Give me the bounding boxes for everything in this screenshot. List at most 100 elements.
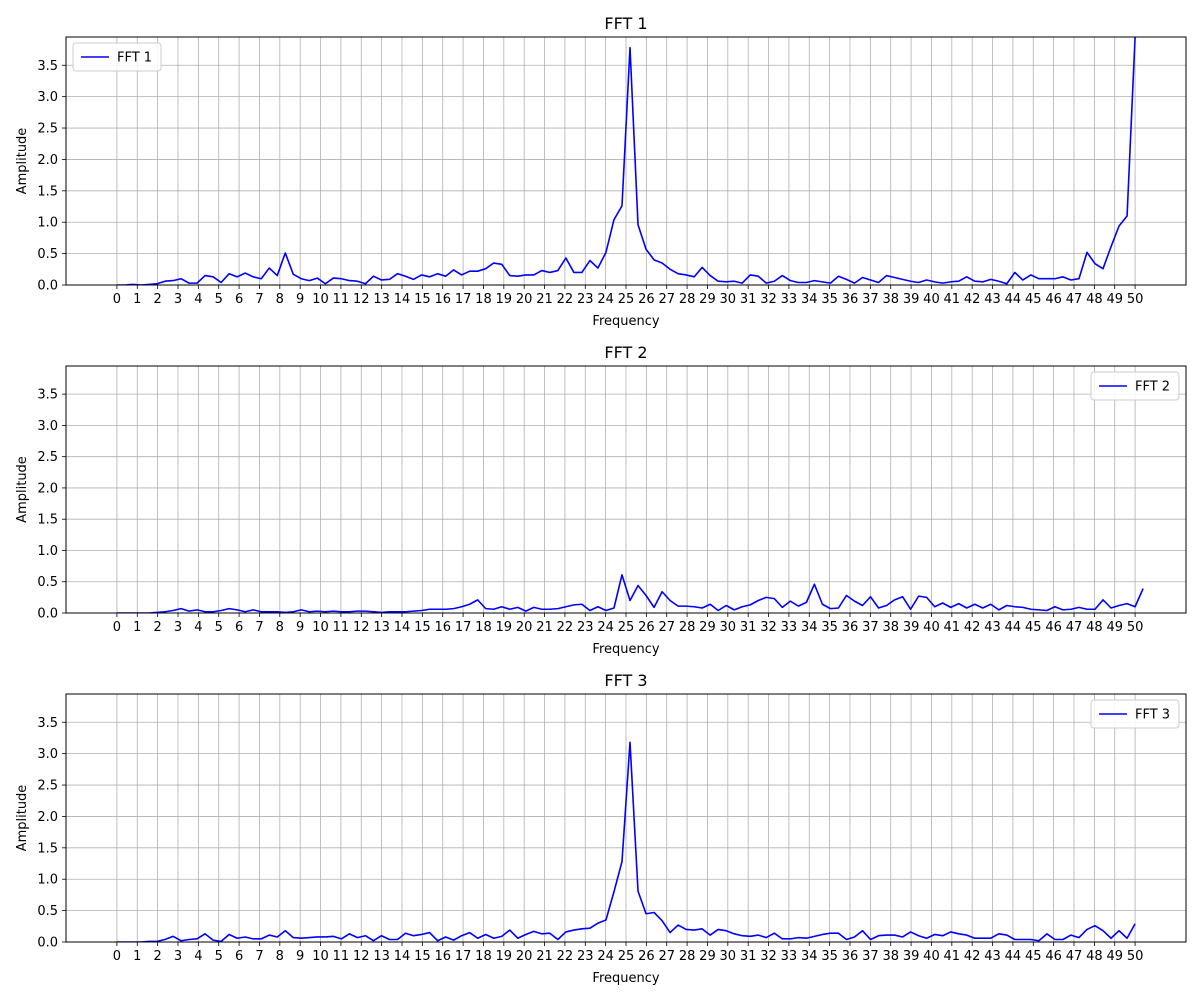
x-tick-label: 23 [577,292,594,307]
x-tick-label: 3 [174,292,182,307]
x-tick-label: 17 [455,949,472,964]
x-tick-label: 17 [455,292,472,307]
x-tick-label: 17 [455,620,472,635]
x-tick-label: 3 [174,949,182,964]
x-tick-label: 36 [842,949,859,964]
x-tick-label: 8 [276,620,284,635]
x-tick-label: 13 [373,949,390,964]
x-tick-label: 46 [1045,292,1062,307]
x-tick-label: 16 [434,949,451,964]
x-tick-label: 48 [1086,949,1103,964]
y-tick-label: 0.5 [37,247,58,262]
x-tick-label: 5 [215,620,223,635]
x-ticks: 0 1 2 3 4 5 6 7 8 9 10 11 12 13 14 15 16 17 18 19 20 21 22 23 24… [113,942,1143,964]
x-tick-label: 44 [1005,620,1022,635]
x-tick-label: 28 [679,949,696,964]
x-tick-label: 2 [153,949,161,964]
x-tick-label: 35 [821,620,838,635]
x-tick-label: 7 [255,292,263,307]
x-tick-label: 18 [475,620,492,635]
x-tick-label: 32 [760,620,777,635]
x-tick-label: 44 [1005,292,1022,307]
x-tick-label: 49 [1106,292,1123,307]
subplot-3: 0 1 2 3 4 5 6 7 8 9 10 11 12 13 14 15 16 17 18 19 20 21 22 23 24… [15,671,1187,986]
y-ticks: 0.0 0.5 1.0 1.5 2.0 2.5 3.0 3.5 [37,59,66,294]
x-tick-label: 12 [353,620,370,635]
x-tick-label: 14 [394,620,411,635]
x-tick-label: 27 [658,949,675,964]
grid [66,694,1186,943]
grid [66,37,1186,286]
x-tick-label: 48 [1086,292,1103,307]
x-tick-label: 5 [215,949,223,964]
x-tick-label: 50 [1127,620,1144,635]
x-tick-label: 4 [194,949,202,964]
x-tick-label: 34 [801,620,818,635]
legend: FFT 1 [72,42,162,72]
x-tick-label: 6 [235,292,243,307]
y-tick-label: 0.0 [37,279,58,294]
x-tick-label: 42 [964,620,981,635]
x-tick-label: 9 [296,292,304,307]
x-tick-label: 49 [1106,620,1123,635]
x-tick-label: 4 [194,292,202,307]
y-tick-label: 1.5 [37,513,58,528]
x-tick-label: 39 [903,949,920,964]
legend-label: FFT 3 [1135,708,1170,723]
legend: FFT 3 [1090,699,1180,729]
x-tick-label: 33 [781,949,798,964]
subplot-2: 0 1 2 3 4 5 6 7 8 9 10 11 12 13 14 15 16 17 18 19 20 21 22 23 24… [15,343,1187,657]
x-tick-label: 40 [923,620,940,635]
x-tick-label: 18 [475,292,492,307]
x-tick-label: 7 [255,949,263,964]
x-tick-label: 35 [821,949,838,964]
x-tick-label: 26 [638,292,655,307]
x-tick-label: 37 [862,949,879,964]
y-tick-label: 3.0 [37,747,58,762]
x-tick-label: 22 [557,949,574,964]
x-tick-label: 49 [1106,949,1123,964]
x-tick-label: 8 [276,292,284,307]
x-tick-label: 33 [781,620,798,635]
y-tick-label: 2.0 [37,153,58,168]
x-tick-label: 33 [781,292,798,307]
y-axis-label: Amplitude [15,456,30,523]
x-tick-label: 0 [113,620,121,635]
x-tick-label: 19 [496,620,513,635]
y-tick-label: 0.5 [37,575,58,590]
y-tick-label: 2.5 [37,779,58,794]
x-tick-label: 27 [658,292,675,307]
x-tick-label: 13 [373,620,390,635]
x-tick-label: 6 [235,620,243,635]
x-tick-label: 14 [394,292,411,307]
x-tick-label: 26 [638,949,655,964]
x-tick-label: 20 [516,292,533,307]
x-tick-label: 9 [296,949,304,964]
x-tick-label: 47 [1066,620,1083,635]
x-tick-label: 36 [842,620,859,635]
y-tick-label: 3.5 [37,59,58,74]
y-tick-label: 1.5 [37,184,58,199]
x-tick-label: 11 [333,620,350,635]
legend-box [72,42,162,72]
x-tick-label: 47 [1066,949,1083,964]
x-tick-label: 24 [597,620,614,635]
x-tick-label: 21 [536,949,553,964]
x-tick-label: 31 [740,949,757,964]
x-tick-label: 38 [882,292,899,307]
x-tick-label: 20 [516,620,533,635]
x-tick-label: 12 [353,292,370,307]
x-ticks: 0 1 2 3 4 5 6 7 8 9 10 11 12 13 14 15 16 17 18 19 20 21 22 23 24… [113,285,1143,307]
x-tick-label: 21 [536,292,553,307]
x-tick-label: 46 [1045,949,1062,964]
chart-title: FFT 1 [604,14,647,33]
y-axis-label: Amplitude [15,128,30,195]
x-tick-label: 45 [1025,620,1042,635]
x-tick-label: 25 [618,620,635,635]
x-tick-label: 35 [821,292,838,307]
x-tick-label: 0 [113,949,121,964]
x-tick-label: 0 [113,292,121,307]
x-tick-label: 22 [557,292,574,307]
x-tick-label: 6 [235,949,243,964]
x-axis-label: Frequency [592,642,659,657]
